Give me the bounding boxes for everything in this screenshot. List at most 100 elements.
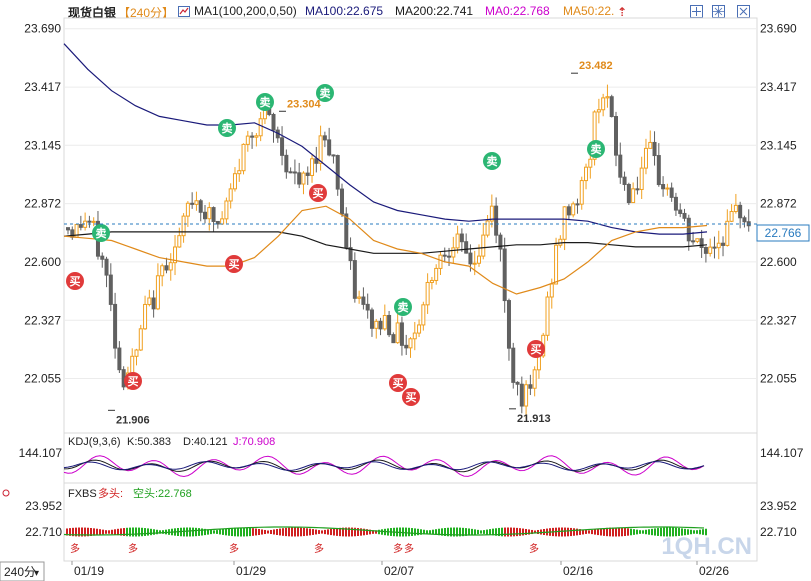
fxbs-bar [189, 527, 191, 537]
fxbs-long-marker: 多 [314, 542, 324, 555]
fxbs-bar [363, 528, 365, 536]
sell-signal-marker[interactable] [92, 224, 110, 242]
fxbs-bar [600, 528, 602, 536]
buy-signal-marker[interactable] [66, 272, 84, 290]
fxbs-bar [117, 528, 119, 536]
sell-signal-marker[interactable] [218, 119, 236, 137]
candle-body [515, 381, 520, 385]
fxbs-bar [381, 529, 383, 535]
y-tick-label-right: 23.417 [760, 80, 797, 94]
fxbs-bar [666, 527, 668, 537]
fxbs-bar [222, 529, 224, 535]
buy-signal-marker[interactable] [309, 184, 327, 202]
candle-body [87, 220, 92, 223]
fxbs-bar [696, 530, 698, 534]
candle-body [198, 200, 203, 213]
candle-body [78, 224, 83, 228]
candle-body [318, 135, 323, 164]
fxbs-bar [150, 528, 152, 536]
candle-body [506, 300, 511, 349]
sell-signal-text: 卖 [591, 142, 602, 156]
buy-signal-text: 买 [531, 343, 542, 356]
candle-body [455, 233, 460, 249]
fxbs-bar [405, 527, 407, 537]
sell-signal-marker[interactable] [394, 298, 412, 316]
y-tick-label-left: 22.327 [24, 313, 61, 327]
fxbs-bar [441, 528, 443, 536]
candle-body [421, 304, 426, 326]
fxbs-bar [138, 527, 140, 537]
fxbs-bar [651, 528, 653, 536]
fxbs-bar [501, 527, 503, 537]
buy-signal-text: 买 [70, 275, 81, 288]
y-tick-label-right: 23.690 [760, 22, 797, 36]
fxbs-bar [372, 530, 374, 534]
candle-body [369, 309, 374, 329]
fxbs-bar [282, 528, 284, 536]
ma50-value: MA50:22. [563, 4, 615, 18]
ma-indicator-label: MA1(100,200,0,50) [194, 4, 297, 18]
candle-body [631, 188, 636, 204]
fxbs-bar [615, 527, 617, 537]
sell-signal-marker[interactable] [483, 152, 501, 170]
period-badge[interactable] [0, 561, 45, 581]
fxbs-bar [84, 527, 86, 537]
fxbs-bar [240, 527, 242, 537]
fxbs-bar [141, 527, 143, 537]
fxbs-bar [450, 527, 452, 537]
fxbs-bar [642, 530, 644, 534]
fxbs-long-marker: 多 [393, 542, 403, 555]
buy-signal-marker[interactable] [402, 388, 420, 406]
fxbs-bar [198, 528, 200, 536]
candle-body [395, 322, 400, 344]
sell-signal-marker[interactable] [256, 93, 274, 111]
fxbs-bar [360, 528, 362, 536]
candle-body [464, 241, 469, 254]
fxbs-bar [624, 527, 626, 537]
candle-body [733, 204, 738, 213]
fxbs-y-tick-left-1: 23.952 [25, 499, 62, 513]
fxbs-bar [243, 527, 245, 537]
candle-body [738, 204, 743, 219]
fxbs-bar [78, 527, 80, 537]
candle-body [340, 188, 344, 215]
candle-body [584, 166, 589, 182]
fxbs-bar [612, 527, 614, 537]
candle-body [562, 206, 567, 240]
kdj-k-line [63, 459, 705, 473]
fxbs-bar [435, 529, 437, 535]
fxbs-long-marker: 多 [128, 542, 138, 555]
fxbs-bar [291, 527, 293, 537]
buy-signal-marker[interactable] [124, 372, 142, 390]
candle-body [682, 212, 687, 219]
candle-body [669, 187, 674, 198]
sell-signal-marker[interactable] [316, 84, 334, 102]
candle-body [498, 234, 503, 250]
arrow-up-icon[interactable]: ⇡ [617, 5, 628, 19]
candle-body [656, 155, 661, 186]
fxbs-bar [219, 529, 221, 535]
candle-body [596, 109, 601, 113]
indicator-settings-icon[interactable] [178, 6, 190, 17]
buy-signal-marker[interactable] [225, 255, 243, 273]
sell-signal-marker[interactable] [587, 140, 605, 158]
period-label[interactable]: 【240分】 [118, 6, 175, 20]
fxbs-bar [276, 528, 278, 536]
y-tick-label-left: 23.417 [24, 80, 61, 94]
fxbs-bar [303, 527, 305, 537]
buy-signal-marker[interactable] [389, 374, 407, 392]
candle-body [472, 262, 477, 265]
fxbs-bar [513, 527, 515, 537]
fxbs-bar [639, 530, 641, 534]
candle-body [173, 246, 178, 264]
panel-toggle-icon[interactable] [2, 489, 10, 497]
fxbs-bar [414, 528, 416, 536]
fxbs-bar [588, 530, 590, 534]
buy-signal-marker[interactable] [527, 340, 545, 358]
fxbs-bar [519, 528, 521, 536]
candle-body [113, 303, 118, 349]
candle-body [344, 213, 349, 249]
fxbs-long-marker: 多 [70, 542, 80, 555]
annotation-label: 21.913 [517, 413, 551, 425]
